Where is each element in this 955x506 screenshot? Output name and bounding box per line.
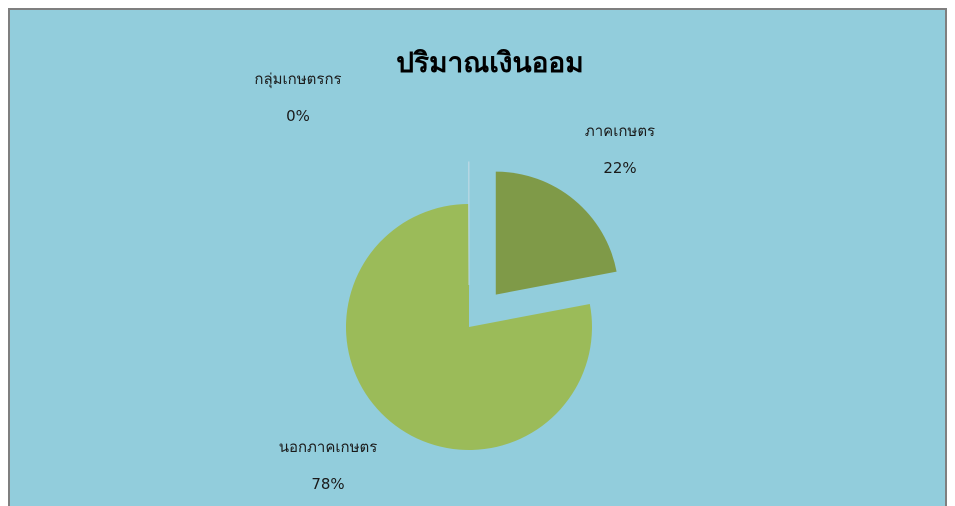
- percent-label: 0%: [286, 107, 310, 125]
- slice-ภาคเกษตร: [496, 172, 617, 295]
- category-label: ภาคเกษตร: [585, 122, 655, 140]
- percent-label: 22%: [603, 159, 636, 177]
- category-label: นอกภาคเกษตร: [279, 438, 378, 456]
- pie-slices: [346, 162, 617, 450]
- chart-title: ปริมาณเงินออม: [396, 46, 583, 79]
- category-label: กลุ่มเกษตรกร: [254, 70, 341, 89]
- percent-label: 78%: [311, 475, 344, 493]
